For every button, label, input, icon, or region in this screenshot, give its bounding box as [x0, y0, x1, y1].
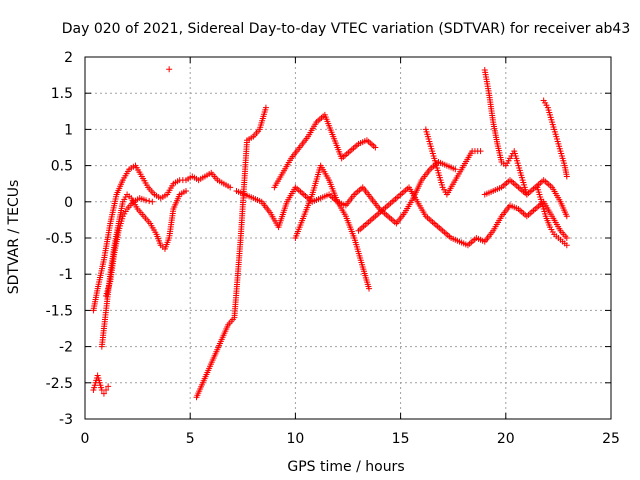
grid: [85, 57, 611, 419]
data-point: [262, 104, 269, 111]
data-point: [563, 235, 570, 241]
axis-ticks: 0 5 10 15 20 25 -3 -2.5 -2 -1.5 -1 -0.5 0 0.5 1 1.5 2: [46, 50, 620, 447]
series-arc-c: [90, 372, 112, 397]
y-tick-label: -0.5: [46, 231, 73, 247]
series-arc-a: [90, 162, 234, 314]
y-tick-label: 1: [64, 122, 73, 138]
series-arc-i: [292, 162, 373, 292]
chart-title: Day 020 of 2021, Sidereal Day-to-day VTE…: [62, 21, 631, 37]
y-tick-label: 0.5: [51, 159, 73, 175]
data-point: [143, 197, 150, 204]
data-point: [149, 198, 156, 205]
data-point: [563, 213, 570, 220]
x-tick-label: 25: [602, 431, 620, 447]
data-point: [100, 390, 107, 397]
series-arc-m: [481, 177, 570, 220]
series-arc-e: [166, 66, 173, 73]
y-tick-label: 0: [64, 195, 73, 211]
data-point: [146, 198, 153, 205]
plot-frame: [84, 56, 612, 420]
data-point: [105, 383, 112, 390]
y-tick-label: -2.5: [46, 376, 73, 392]
y-tick-label: 1.5: [51, 86, 73, 102]
series-arc-l: [481, 67, 530, 198]
series-arc-h: [271, 111, 379, 191]
series-arc-f: [193, 104, 269, 401]
series-arc-d: [103, 195, 156, 299]
x-tick-label: 20: [497, 431, 515, 447]
x-axis-label: GPS time / hours: [287, 459, 404, 475]
series-arc-n: [540, 97, 570, 180]
data-point: [227, 184, 234, 191]
series-arc-k: [422, 126, 484, 198]
data-point: [452, 166, 459, 173]
data-points: [90, 66, 570, 401]
x-tick-label: 15: [392, 431, 410, 447]
y-tick-label: 2: [64, 50, 73, 66]
x-tick-label: 0: [81, 431, 90, 447]
x-tick-label: 5: [186, 431, 195, 447]
y-axis-label: SDTVAR / TECUs: [6, 180, 22, 295]
y-tick-label: -2: [59, 340, 73, 356]
x-tick-label: 10: [286, 431, 304, 447]
data-point: [182, 187, 189, 194]
series-arc-g: [233, 158, 459, 231]
data-point: [372, 144, 379, 151]
y-tick-label: -3: [59, 412, 73, 428]
y-tick-label: -1: [59, 267, 73, 283]
data-point: [563, 242, 570, 249]
series-arc-j: [355, 184, 570, 249]
data-point: [477, 148, 484, 155]
data-point: [563, 173, 570, 180]
series-arc-b: [98, 187, 189, 350]
series-arc-o: [534, 184, 570, 249]
data-point: [366, 285, 373, 292]
data-point: [166, 66, 173, 73]
y-tick-label: -1.5: [46, 303, 73, 319]
data-point: [103, 387, 110, 394]
